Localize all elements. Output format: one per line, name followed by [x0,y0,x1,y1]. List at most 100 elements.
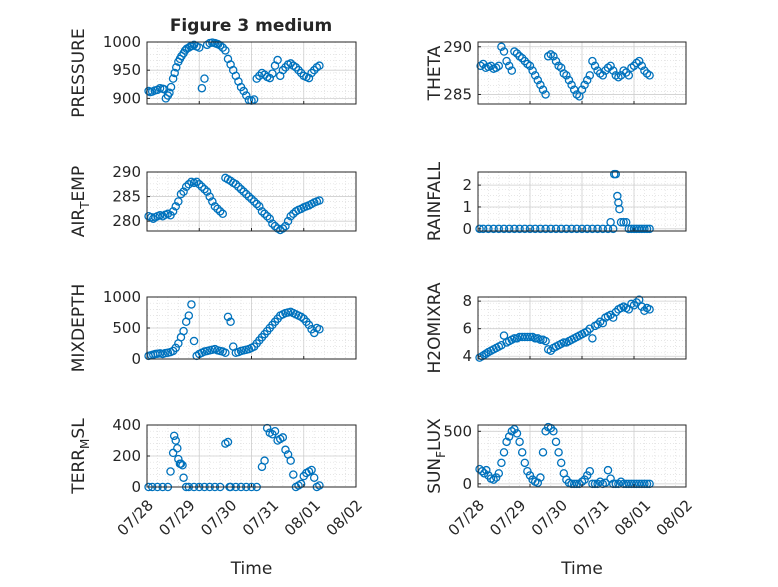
data-point [582,224,592,234]
y-tick-label: 1 [462,198,472,216]
data-point [187,300,196,309]
data-point [172,63,181,72]
data-point [567,224,576,234]
data-point [283,216,293,226]
data-point [197,83,207,93]
y-tick-label: 6 [462,320,472,338]
data-point [192,177,201,187]
grid [478,172,686,231]
y-axis-label: THETA [425,45,445,101]
data-point [504,432,514,441]
data-point [499,224,509,234]
y-tick-label: 1000 [103,288,141,306]
data-point [525,224,535,234]
x-tick-label: 08/01 [611,496,654,539]
series-points [475,295,654,362]
y-tick-label: 950 [112,61,141,79]
data-point [257,207,267,216]
data-point [289,470,298,479]
data-point [588,56,597,66]
data-point [590,61,600,71]
data-point [270,221,280,231]
data-point [249,95,259,104]
data-point [223,312,233,322]
data-point [611,169,621,179]
y-tick-label: 290 [443,38,472,56]
data-point [489,475,498,484]
y-tick-label: 290 [112,163,141,181]
x-tick-label: 07/31 [239,496,282,539]
y-axis-label: AIRTEMP [69,166,92,237]
data-point [208,197,217,206]
data-point [497,42,506,52]
data-point [593,320,602,329]
data-point [551,224,561,234]
data-point [606,474,615,483]
data-point [580,475,589,484]
data-point [562,224,571,234]
x-tick-label: 07/30 [528,496,571,539]
data-point [556,224,566,234]
data-point [642,224,652,234]
data-point [304,320,314,330]
data-point [218,43,228,52]
data-point [265,73,275,83]
series-points [475,422,654,489]
data-point [309,65,319,75]
data-point [242,189,251,199]
data-point [616,218,626,227]
data-point [286,456,295,465]
data-point [168,74,178,83]
data-point [166,467,175,476]
y-axis-label: MIXDEPTH [69,284,89,373]
y-tick-label: 285 [112,188,141,206]
series-points [476,42,654,101]
data-point [645,305,654,314]
data-point [307,465,316,475]
data-point [223,437,233,447]
x-tick-label: 07/29 [486,496,529,539]
data-point [194,43,204,52]
x-tick-label: 07/28 [114,496,157,539]
data-point [176,459,186,468]
data-point [530,334,540,343]
subplot-6: 4 6 8 H2OMIXRA [425,282,687,374]
data-point [221,46,230,55]
data-point [593,224,602,234]
data-point [482,349,491,358]
subplot-4: 0 1 2 RAINFALL [425,161,687,241]
data-point [260,209,269,219]
figure-title: Figure 3 medium [170,16,332,36]
data-point [294,65,303,75]
data-point [536,80,545,90]
data-point [189,336,199,346]
y-axis-label: PRESSURE [69,28,89,117]
data-point [315,324,324,334]
data-point [598,71,608,80]
data-point [499,47,509,56]
data-point [200,184,209,194]
data-point [494,469,504,478]
data-point [517,448,527,457]
data-point [611,307,621,317]
subplot-3: 280 285 290 AIRTEMP [69,163,357,237]
data-point [273,55,282,65]
data-point [171,202,180,211]
data-point [541,336,550,346]
data-point [515,224,524,234]
data-point [582,327,592,336]
data-point [174,197,183,206]
data-point [239,187,248,196]
data-point [595,477,605,486]
data-point [194,180,204,189]
data-point [567,80,576,90]
data-point [171,436,180,445]
y-axis-label: TERRMSL [69,418,92,495]
data-point [215,207,225,216]
data-point [315,61,324,70]
data-point [170,68,179,78]
series-points [144,38,324,105]
data-point [523,332,532,342]
